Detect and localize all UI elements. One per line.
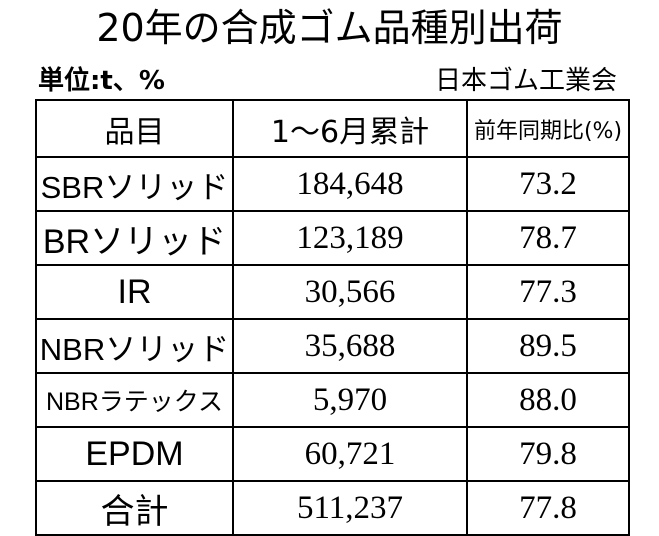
cell-yoy: 77.8 — [466, 480, 630, 536]
table-row: BRソリッド 123,189 78.7 — [35, 210, 630, 266]
cell-yoy: 79.8 — [466, 426, 630, 482]
cell-yoy: 88.0 — [466, 372, 630, 428]
cell-cumulative: 60,721 — [232, 426, 468, 482]
source-label: 日本ゴム工業会 — [434, 66, 617, 96]
cell-item: EPDM — [35, 426, 234, 482]
cell-item: NBRソリッド — [35, 318, 234, 374]
table-header-row: 品目 1〜6月累計 前年同期比(%) — [35, 99, 630, 158]
table-row-total: 合計 511,237 77.8 — [35, 480, 630, 536]
cell-item: SBRソリッド — [35, 156, 234, 212]
cell-yoy: 77.3 — [466, 264, 630, 320]
cell-yoy: 89.5 — [466, 318, 630, 374]
table-row: NBRラテックス 5,970 88.0 — [35, 372, 630, 428]
cell-item: BRソリッド — [35, 210, 234, 266]
cell-yoy: 78.7 — [466, 210, 630, 266]
cell-cumulative: 5,970 — [232, 372, 468, 428]
header-yoy: 前年同期比(%) — [466, 99, 630, 158]
cell-item: 合計 — [35, 480, 234, 536]
cell-cumulative: 35,688 — [232, 318, 468, 374]
cell-cumulative: 123,189 — [232, 210, 468, 266]
header-item: 品目 — [35, 99, 234, 158]
cell-yoy: 73.2 — [466, 156, 630, 212]
page-title: 20年の合成ゴム品種別出荷 — [96, 6, 563, 50]
cell-item: NBRラテックス — [35, 372, 234, 428]
unit-label: 単位:t、% — [38, 66, 165, 96]
table-row: NBRソリッド 35,688 89.5 — [35, 318, 630, 374]
cell-cumulative: 511,237 — [232, 480, 468, 536]
table-row: SBRソリッド 184,648 73.2 — [35, 156, 630, 212]
table-row: IR 30,566 77.3 — [35, 264, 630, 320]
table-row: EPDM 60,721 79.8 — [35, 426, 630, 482]
cell-cumulative: 184,648 — [232, 156, 468, 212]
cell-cumulative: 30,566 — [232, 264, 468, 320]
shipment-table: 品目 1〜6月累計 前年同期比(%) SBRソリッド 184,648 73.2 … — [35, 99, 630, 536]
cell-item: IR — [35, 264, 234, 320]
header-cumulative: 1〜6月累計 — [232, 99, 468, 158]
